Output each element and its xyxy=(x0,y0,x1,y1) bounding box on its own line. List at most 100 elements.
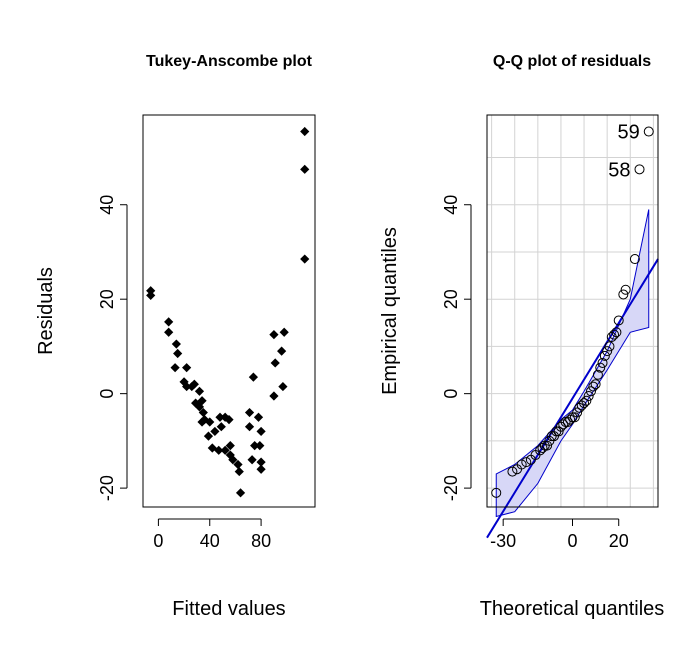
tukey-plot-frame xyxy=(142,114,316,508)
tukey-data-point xyxy=(214,445,224,455)
tukey-anscombe-panel: Tukey-Anscombe plot 0 40 80 -20 0 20 40 Fitte… xyxy=(35,53,316,620)
qq-y-tick-label: 0 xyxy=(441,389,461,399)
tukey-data-point xyxy=(255,441,265,451)
tukey-data-point xyxy=(146,290,156,301)
qq-data-point xyxy=(581,395,592,406)
tukey-data-point xyxy=(171,339,181,349)
tukey-data-point xyxy=(228,455,238,465)
qq-title: Q-Q plot of residuals xyxy=(493,53,651,70)
qq-data-point xyxy=(516,459,527,470)
tukey-data-point xyxy=(220,445,230,455)
qq-data-point xyxy=(590,379,601,390)
tukey-x-tick-label: 80 xyxy=(251,531,271,551)
qq-x-tick-label: -30 xyxy=(490,531,516,551)
tukey-data-point xyxy=(256,464,266,474)
tukey-y-tick-label: 0 xyxy=(97,389,117,399)
qq-data-point xyxy=(565,414,576,425)
qq-y-label: Empirical quantiles xyxy=(379,227,401,395)
qq-data-point xyxy=(572,407,583,418)
tukey-data-point xyxy=(256,457,266,467)
tukey-data-point xyxy=(234,466,244,477)
tukey-points xyxy=(146,126,310,498)
tukey-data-point xyxy=(278,381,288,392)
tukey-data-point xyxy=(164,317,174,327)
qq-x-label: Theoretical quantiles xyxy=(480,598,665,620)
qq-plot-frame xyxy=(486,114,659,508)
tukey-x-tick-label: 0 xyxy=(153,531,163,551)
qq-point-labels: 59 58 xyxy=(608,122,639,182)
tukey-data-point xyxy=(173,348,183,359)
qq-data-point xyxy=(558,419,569,430)
tukey-data-point xyxy=(247,455,257,465)
tukey-x-axis: 0 40 80 xyxy=(153,518,271,551)
qq-data-point xyxy=(579,398,590,409)
qq-data-point xyxy=(595,362,606,373)
tukey-data-point xyxy=(205,417,215,427)
qq-confidence-band xyxy=(495,209,650,518)
tukey-data-point xyxy=(300,254,310,264)
tukey-data-point xyxy=(250,441,260,451)
tukey-y-axis: -20 0 20 40 xyxy=(97,195,128,501)
tukey-data-point xyxy=(146,286,156,296)
tukey-data-point xyxy=(270,358,280,368)
qq-x-axis: -30 0 20 xyxy=(490,518,629,551)
tukey-data-point xyxy=(164,327,174,337)
tukey-data-point xyxy=(203,431,214,441)
qq-data-point xyxy=(507,466,518,477)
tukey-data-point xyxy=(233,459,243,470)
qq-data-point xyxy=(618,289,629,300)
qq-points xyxy=(491,126,654,498)
tukey-data-point xyxy=(225,450,235,460)
tukey-data-point xyxy=(256,426,266,437)
qq-data-point xyxy=(553,426,564,437)
tukey-data-point xyxy=(269,330,279,340)
qq-data-point xyxy=(560,416,571,427)
tukey-data-point xyxy=(210,426,220,437)
qq-point-label: 58 xyxy=(608,159,630,181)
tukey-data-point xyxy=(225,441,235,451)
qq-data-point xyxy=(597,357,608,368)
tukey-data-point xyxy=(253,412,264,422)
tukey-data-point xyxy=(198,407,208,418)
tukey-data-point xyxy=(279,327,289,337)
tukey-data-point xyxy=(244,407,255,418)
qq-y-tick-label: 40 xyxy=(441,195,461,215)
tukey-data-point xyxy=(215,412,225,422)
qq-y-tick-label: 20 xyxy=(441,289,461,309)
qq-point-label: 59 xyxy=(618,122,640,144)
qq-data-point xyxy=(588,381,599,392)
qq-data-point xyxy=(602,346,613,357)
tukey-data-point xyxy=(182,381,192,392)
tukey-y-tick-label: 40 xyxy=(97,195,117,215)
tukey-data-point xyxy=(300,164,310,174)
qq-data-point xyxy=(599,350,610,361)
tukey-data-point xyxy=(224,415,234,425)
qq-data-point xyxy=(491,487,502,498)
tukey-x-label: Fitted values xyxy=(172,598,285,620)
qq-data-point xyxy=(585,386,596,397)
qq-data-point xyxy=(569,412,580,423)
qq-data-point xyxy=(542,440,553,451)
tukey-data-point xyxy=(269,391,279,401)
tukey-data-point xyxy=(200,415,210,425)
tukey-data-point xyxy=(277,346,287,356)
qq-grid xyxy=(487,115,658,507)
qq-reference-line xyxy=(486,258,659,539)
tukey-data-point xyxy=(235,488,246,498)
tukey-data-point xyxy=(197,396,207,406)
tukey-y-tick-label: 20 xyxy=(97,289,117,309)
tukey-y-tick-label: -20 xyxy=(97,475,117,501)
qq-data-point xyxy=(609,329,620,340)
tukey-data-point xyxy=(194,386,205,396)
tukey-data-point xyxy=(197,417,207,427)
tukey-data-point xyxy=(170,363,180,373)
qq-data-point xyxy=(634,164,645,175)
qq-data-point xyxy=(611,327,622,338)
tukey-data-point xyxy=(182,363,192,373)
qq-panel: Q-Q plot of residuals 59 58 -30 0 20 -20 0 20… xyxy=(379,53,664,620)
tukey-data-point xyxy=(248,372,258,382)
tukey-data-point xyxy=(244,422,255,432)
qq-data-point xyxy=(604,341,615,352)
qq-x-tick-label: 20 xyxy=(609,531,629,551)
